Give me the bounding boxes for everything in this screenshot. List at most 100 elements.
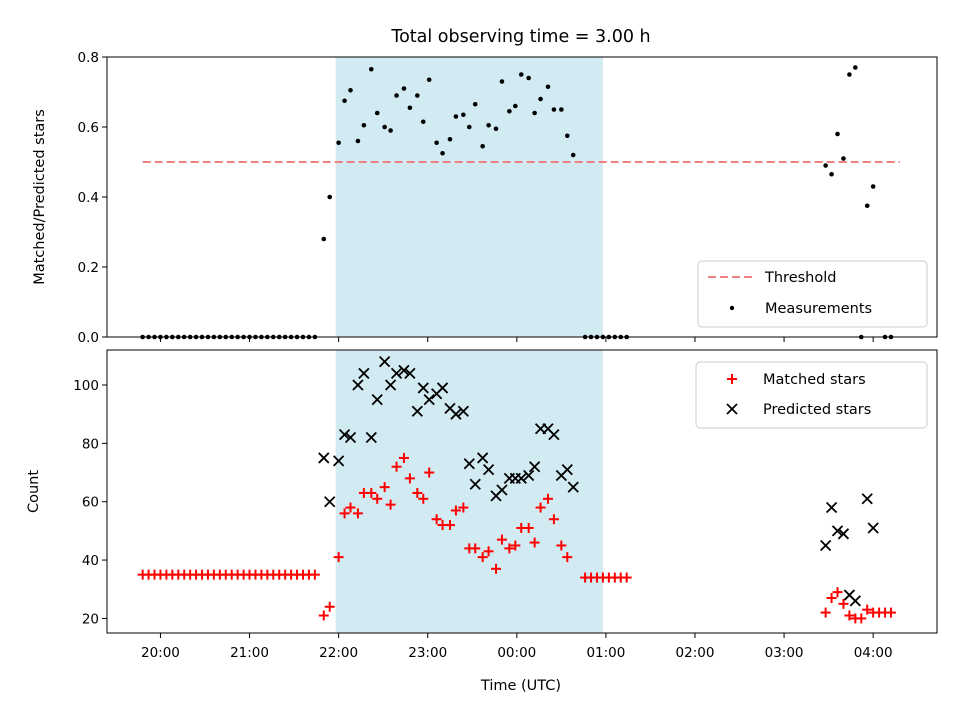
predicted-star-point — [825, 501, 838, 514]
measurement-point — [361, 122, 367, 128]
x-tick-label: 00:00 — [497, 645, 536, 661]
legend-matched-label: Matched stars — [763, 372, 866, 388]
measurement-point — [864, 203, 870, 209]
predicted-star-point — [469, 478, 481, 490]
matched-star-point — [352, 508, 363, 519]
matched-star-point — [318, 610, 329, 621]
predicted-star-point — [423, 393, 435, 406]
measurement-point — [426, 77, 432, 83]
measurement-point — [401, 86, 407, 91]
matched-star-point — [844, 610, 855, 621]
top-axes-frame — [106, 56, 938, 338]
matched-star-point — [542, 493, 553, 504]
predicted-star-point — [515, 472, 527, 485]
measurement-point — [407, 105, 413, 111]
matched-star-point — [372, 493, 383, 504]
matched-star-point — [339, 508, 350, 519]
measurement-point — [394, 93, 399, 98]
predicted-star-point — [404, 367, 416, 379]
measurement-point — [355, 138, 361, 144]
predicted-stars-points — [318, 356, 879, 607]
matched-star-point — [450, 505, 461, 516]
predicted-star-point — [523, 469, 535, 482]
measurement-point — [336, 140, 341, 146]
matched-star-point — [444, 520, 455, 531]
measurement-point — [447, 136, 453, 142]
matched-star-point — [398, 452, 409, 463]
x-tick-label: 21:00 — [230, 645, 269, 661]
matched-star-point — [470, 543, 481, 554]
matched-star-point — [556, 540, 567, 551]
y-tick-label: 0.4 — [78, 190, 99, 206]
matched-star-point — [385, 499, 396, 510]
top-x-ticks — [159, 337, 874, 342]
measurement-point — [545, 84, 551, 90]
predicted-star-point — [417, 382, 429, 394]
predicted-star-point — [861, 493, 873, 505]
y-tick-label: 40 — [82, 553, 99, 569]
bottom-axes-frame — [106, 349, 938, 634]
matched-star-point — [424, 467, 435, 478]
measurement-point — [382, 124, 387, 130]
measurement-point — [374, 110, 380, 116]
bottom-observing-window — [335, 350, 603, 633]
x-tick-label: 22:00 — [319, 645, 358, 661]
predicted-star-point — [548, 428, 560, 441]
x-tick-label: 01:00 — [586, 645, 625, 661]
measurement-point — [507, 108, 512, 114]
predicted-star-point — [358, 367, 370, 379]
measurement-point — [532, 110, 537, 116]
matched-star-point — [838, 598, 849, 609]
y-tick-label: 0.6 — [78, 120, 99, 136]
measurement-point — [835, 131, 840, 137]
y-tick-label: 80 — [82, 436, 99, 452]
legend-measurements-swatch — [729, 305, 735, 311]
predicted-star-point — [561, 463, 573, 476]
matched-star-point — [529, 537, 540, 548]
measurement-point — [440, 150, 445, 156]
measurement-point — [551, 107, 557, 112]
matched-star-point — [366, 487, 377, 498]
measurement-point — [499, 79, 505, 84]
matched-star-point — [504, 543, 515, 554]
top-y-ticks: 0.0 0.2 0.4 0.6 0.8 — [78, 50, 107, 346]
measurement-point — [518, 72, 524, 77]
matched-star-point — [856, 613, 867, 624]
matched-star-point — [379, 482, 390, 493]
measurement-point — [870, 184, 876, 189]
top-observing-window — [335, 57, 603, 337]
top-legend: Threshold Measurements — [697, 260, 928, 328]
measurement-point — [434, 140, 439, 146]
y-tick-label: 100 — [73, 378, 99, 394]
x-tick-label: 02:00 — [676, 645, 715, 661]
measurement-point — [526, 75, 531, 81]
legend-threshold-label: Threshold — [764, 270, 836, 286]
matched-star-point — [832, 587, 843, 598]
measurement-point — [823, 163, 828, 168]
bottom-panel: 20 40 60 80 100 20:00 21:00 22:00 23:00 00:00 01:… — [26, 349, 938, 694]
matched-star-point — [523, 522, 534, 533]
predicted-star-point — [436, 382, 449, 394]
y-tick-label: 20 — [82, 611, 99, 627]
top-legend-box — [697, 260, 928, 328]
predicted-star-point — [390, 367, 403, 379]
matched-star-point — [324, 601, 335, 612]
matched-star-point — [477, 552, 488, 563]
matched-star-point — [309, 569, 320, 580]
measurement-point — [564, 133, 570, 139]
y-tick-label: 0.0 — [78, 330, 99, 346]
matched-star-point — [826, 592, 837, 603]
measurement-point — [327, 194, 333, 200]
measurement-point — [538, 96, 543, 102]
top-panel: 0.0 0.2 0.4 0.6 0.8 Matched/Predicted stars — [32, 50, 938, 346]
measurement-point — [342, 98, 347, 104]
measurement-point — [472, 101, 478, 107]
predicted-star-point — [820, 539, 832, 552]
measurement-point — [461, 112, 466, 118]
bottom-legend-box — [695, 361, 928, 429]
measurement-point — [388, 128, 393, 133]
measurement-point — [841, 156, 846, 161]
matched-star-point — [621, 572, 632, 583]
measurement-point — [829, 171, 834, 177]
